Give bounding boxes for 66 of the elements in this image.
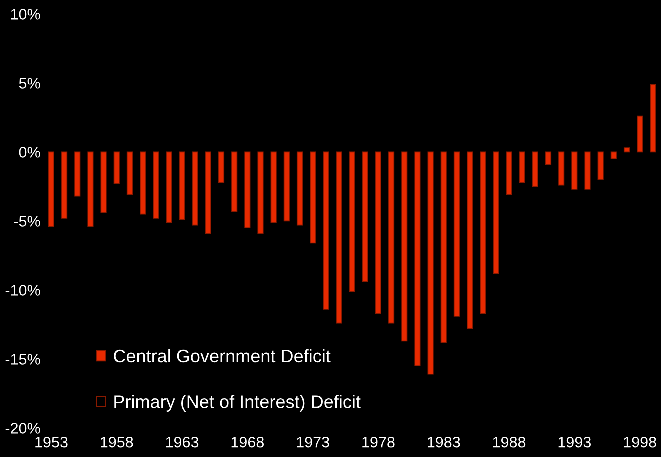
bar bbox=[284, 152, 290, 222]
y-tick-label: 5% bbox=[19, 78, 40, 89]
x-tick-label: 1988 bbox=[493, 436, 526, 448]
bar bbox=[296, 152, 304, 226]
bar bbox=[402, 152, 408, 342]
bar bbox=[258, 152, 264, 234]
bar bbox=[572, 152, 578, 190]
x-tick-label: 1973 bbox=[297, 436, 330, 448]
bar bbox=[192, 152, 198, 226]
x-tick-label: 1958 bbox=[101, 436, 134, 448]
bar bbox=[375, 152, 382, 314]
bar bbox=[545, 152, 552, 166]
bar bbox=[624, 148, 630, 153]
bar bbox=[153, 152, 160, 219]
bar bbox=[598, 152, 604, 180]
y-tick-label: -5% bbox=[14, 216, 40, 227]
bar bbox=[126, 152, 133, 196]
x-tick-label: 1968 bbox=[232, 436, 264, 448]
x-tick-label: 1993 bbox=[558, 436, 591, 448]
bar bbox=[48, 152, 55, 228]
bar bbox=[270, 152, 277, 223]
bar bbox=[74, 152, 81, 197]
bar bbox=[584, 152, 591, 190]
bar bbox=[454, 152, 460, 317]
y-tick-label: -15% bbox=[6, 354, 40, 365]
y-tick-label: 0% bbox=[19, 147, 40, 158]
bar bbox=[493, 152, 500, 274]
x-tick-label: 1978 bbox=[362, 436, 395, 448]
bar bbox=[244, 152, 251, 229]
legend-label: Central Government Deficit bbox=[114, 349, 331, 363]
legend-label: Primary (Net of Interest) Deficit bbox=[114, 395, 361, 412]
bar bbox=[519, 152, 526, 183]
y-tick-label: -20% bbox=[6, 423, 40, 434]
bar bbox=[440, 152, 447, 344]
bar bbox=[88, 152, 94, 228]
bar bbox=[205, 152, 212, 234]
bar bbox=[218, 152, 225, 183]
bar bbox=[466, 152, 474, 330]
bar bbox=[532, 152, 538, 188]
x-tick-label: 1983 bbox=[428, 436, 460, 448]
bar bbox=[62, 152, 68, 219]
bar bbox=[480, 152, 486, 314]
bar bbox=[100, 152, 107, 214]
bar bbox=[349, 152, 356, 292]
x-tick-label: 1963 bbox=[166, 436, 199, 448]
y-tick-label: -10% bbox=[6, 285, 40, 296]
bar bbox=[179, 152, 186, 220]
bar bbox=[558, 152, 565, 186]
bar bbox=[506, 152, 512, 196]
bar bbox=[428, 152, 434, 375]
bar bbox=[388, 152, 395, 324]
bar bbox=[310, 152, 316, 244]
x-tick-label: 1998 bbox=[624, 436, 656, 448]
bar bbox=[166, 152, 172, 223]
bar bbox=[140, 152, 146, 215]
bar bbox=[114, 152, 120, 184]
x-tick-label: 1953 bbox=[36, 436, 68, 448]
bar bbox=[323, 152, 330, 310]
bar bbox=[637, 116, 644, 153]
y-tick-label: 10% bbox=[11, 9, 40, 20]
bar bbox=[650, 84, 656, 153]
bar bbox=[414, 152, 421, 367]
bar bbox=[336, 152, 342, 324]
bar bbox=[362, 152, 368, 282]
bar bbox=[610, 152, 617, 160]
bar bbox=[232, 152, 238, 212]
